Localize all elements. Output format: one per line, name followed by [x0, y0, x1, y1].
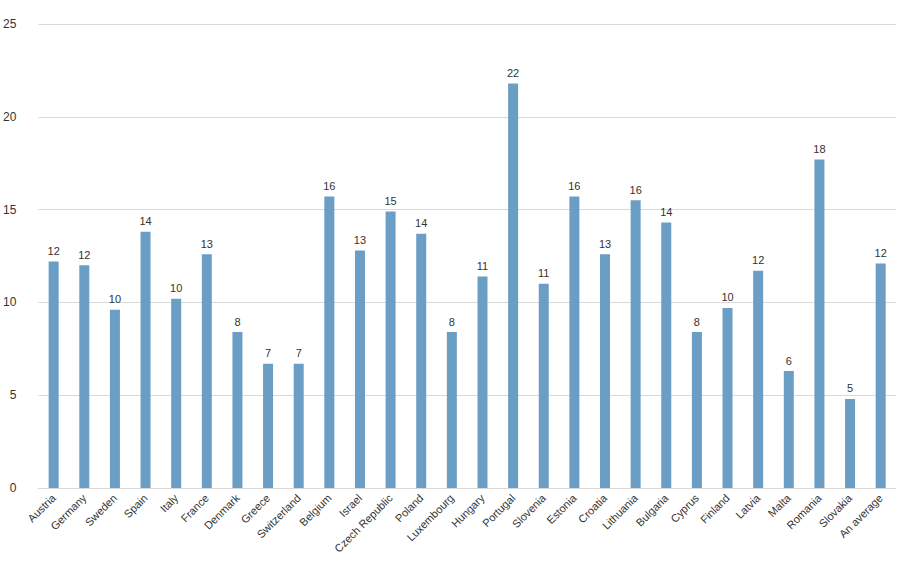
svg-text:22: 22 [507, 67, 519, 79]
svg-text:14: 14 [415, 217, 427, 229]
svg-text:8: 8 [449, 316, 455, 328]
svg-text:16: 16 [568, 180, 580, 192]
svg-text:Switzerland: Switzerland [254, 492, 303, 541]
svg-text:5: 5 [847, 382, 853, 394]
svg-text:25: 25 [3, 17, 17, 31]
svg-text:Italy: Italy [158, 491, 181, 514]
svg-text:Hungary: Hungary [449, 491, 487, 529]
svg-text:Lithuania: Lithuania [600, 491, 641, 532]
svg-text:15: 15 [3, 203, 17, 217]
svg-text:12: 12 [48, 245, 60, 257]
svg-text:0: 0 [10, 481, 17, 495]
svg-text:16: 16 [630, 184, 642, 196]
svg-text:8: 8 [234, 316, 240, 328]
svg-text:6: 6 [786, 355, 792, 367]
svg-text:10: 10 [3, 295, 17, 309]
svg-text:Slovenia: Slovenia [510, 491, 549, 530]
svg-text:12: 12 [752, 254, 764, 266]
svg-text:13: 13 [599, 238, 611, 250]
svg-text:Czech Republic: Czech Republic [332, 491, 395, 554]
svg-text:Estonia: Estonia [544, 491, 579, 526]
svg-text:12: 12 [875, 247, 887, 259]
svg-text:Bulgaria: Bulgaria [634, 491, 672, 529]
svg-text:10: 10 [721, 291, 733, 303]
svg-text:An average: An average [837, 492, 885, 540]
svg-text:Spain: Spain [121, 492, 149, 520]
svg-text:Malta: Malta [766, 491, 794, 519]
svg-text:12: 12 [78, 249, 90, 261]
svg-text:Denmark: Denmark [202, 491, 242, 531]
svg-text:Greece: Greece [238, 491, 273, 526]
svg-text:20: 20 [3, 110, 17, 124]
svg-text:Belgium: Belgium [297, 492, 334, 529]
svg-text:7: 7 [265, 347, 271, 359]
svg-text:5: 5 [10, 388, 17, 402]
svg-text:10: 10 [170, 282, 182, 294]
svg-text:15: 15 [384, 195, 396, 207]
svg-text:16: 16 [323, 180, 335, 192]
svg-text:Austria: Austria [25, 491, 58, 525]
svg-text:Poland: Poland [392, 491, 426, 525]
svg-text:14: 14 [139, 215, 151, 227]
svg-text:Cyprus: Cyprus [668, 491, 701, 524]
svg-text:Israel: Israel [337, 492, 364, 519]
svg-text:Germany: Germany [48, 491, 89, 532]
svg-text:13: 13 [354, 234, 366, 246]
svg-text:Portugal: Portugal [479, 491, 518, 530]
svg-text:14: 14 [660, 206, 672, 218]
svg-text:11: 11 [477, 260, 488, 272]
svg-text:Romania: Romania [784, 491, 824, 531]
svg-text:18: 18 [813, 143, 825, 155]
svg-text:11: 11 [538, 267, 549, 279]
svg-text:10: 10 [109, 293, 121, 305]
svg-text:Croatia: Croatia [575, 491, 610, 526]
svg-text:Latvia: Latvia [733, 491, 763, 521]
svg-text:Sweden: Sweden [83, 492, 120, 529]
svg-text:7: 7 [296, 347, 302, 359]
svg-text:Slovakia: Slovakia [816, 491, 855, 530]
svg-text:France: France [178, 491, 212, 525]
svg-text:Luxembourg: Luxembourg [404, 492, 456, 544]
svg-text:13: 13 [201, 238, 213, 250]
svg-text:Finland: Finland [698, 492, 732, 526]
svg-text:8: 8 [694, 316, 700, 328]
